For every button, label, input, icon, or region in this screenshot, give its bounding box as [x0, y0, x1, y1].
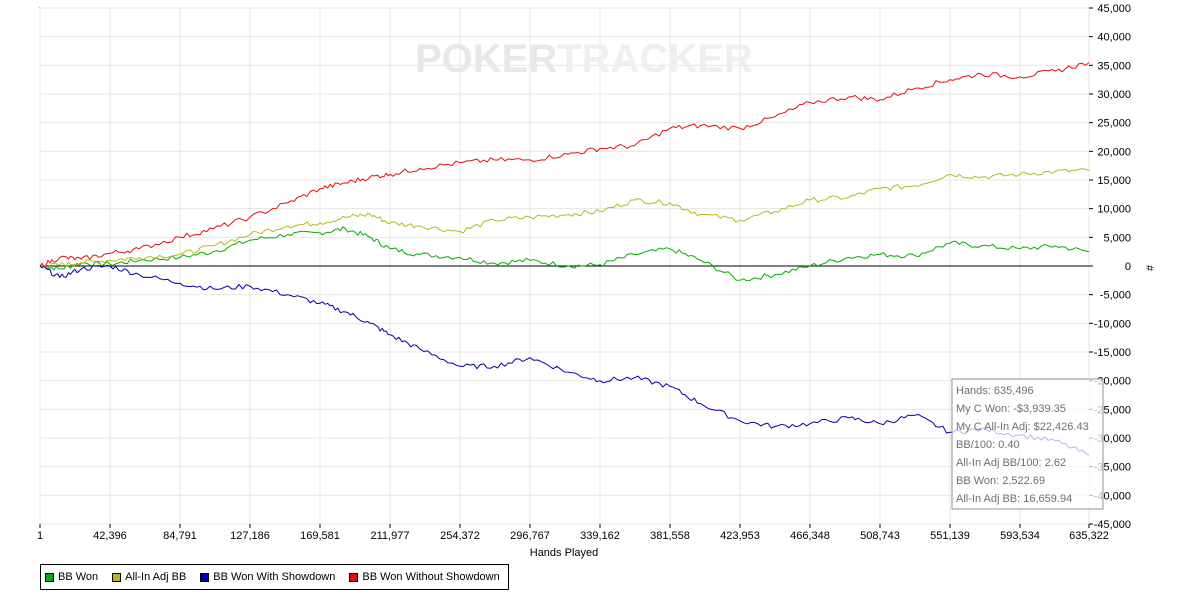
x-tick-label: 466,348: [790, 530, 830, 542]
legend-item-bb-won-without-showdown[interactable]: BB Won Without Showdown: [349, 571, 500, 583]
y-tick-label: 30,000: [1097, 89, 1131, 101]
x-tick-label: 254,372: [440, 530, 480, 542]
series-line-bb-won: [39, 226, 1090, 282]
series-line-all-in-adj-bb: [39, 168, 1090, 269]
y-axis-title: #: [1143, 265, 1155, 272]
legend-swatch-bb-won-without-showdown: [349, 572, 359, 582]
x-tick-label: 42,396: [93, 530, 127, 542]
x-tick-label: 339,162: [580, 530, 620, 542]
y-tick-label: -5,000: [1100, 290, 1131, 302]
x-axis-ticks: 1 42,396 84,791 127,186 169,581 211,977 254,37…: [37, 524, 1109, 542]
x-tick-label: 635,322: [1069, 530, 1109, 542]
stats-hands: Hands: 635,496: [956, 385, 1034, 397]
y-tick-label: 40,000: [1097, 32, 1131, 44]
legend-swatch-bb-won-with-showdown: [200, 572, 210, 582]
legend-label: BB Won Without Showdown: [362, 571, 500, 583]
series-line-bb-won-without-showdown: [39, 62, 1090, 268]
series-layer: [39, 62, 1090, 456]
stats-bb-100: BB/100: 0.40: [956, 439, 1020, 451]
legend-swatch-bb-won: [45, 572, 54, 582]
y-tick-label: 25,000: [1097, 118, 1131, 130]
legend-item-allin-adj-bb[interactable]: All-In Adj BB: [112, 571, 186, 583]
legend: BB Won All-In Adj BB BB Won With Showdow…: [40, 564, 509, 590]
x-tick-label: 1: [37, 530, 43, 542]
x-tick-label: 84,791: [163, 530, 197, 542]
stats-my-c-won: My C Won: -$3,939.35: [956, 403, 1066, 415]
x-tick-label: 211,977: [371, 530, 410, 542]
stats-allin-adj-bb-100: All-In Adj BB/100: 2.62: [956, 457, 1066, 469]
y-tick-label: 15,000: [1097, 175, 1131, 187]
legend-label: BB Won With Showdown: [213, 571, 336, 583]
stats-bb-won: BB Won: 2,522.69: [956, 475, 1045, 487]
x-tick-label: 127,186: [230, 530, 270, 542]
stats-my-c-allin-adj: My C All-In Adj: $22,426.43: [956, 421, 1089, 433]
x-tick-label: 593,534: [1000, 530, 1040, 542]
x-tick-label: 551,139: [930, 530, 970, 542]
stats-box-frame: [951, 378, 1104, 510]
x-tick-label: 508,743: [860, 530, 900, 542]
y-tick-label: 45,000: [1097, 3, 1131, 15]
x-tick-label: 169,581: [300, 530, 340, 542]
x-tick-label: 296,767: [510, 530, 550, 542]
legend-item-bb-won-with-showdown[interactable]: BB Won With Showdown: [200, 571, 335, 583]
y-tick-label: 35,000: [1097, 60, 1131, 72]
y-tick-label: 20,000: [1097, 146, 1131, 158]
watermark-logo: POKERTRACKER: [415, 37, 753, 81]
x-tick-label: 423,953: [720, 530, 760, 542]
legend-label: BB Won: [58, 571, 99, 583]
x-axis-title: Hands Played: [530, 547, 599, 559]
x-tick-label: 381,558: [650, 530, 690, 542]
y-tick-label: -45,000: [1094, 519, 1131, 531]
stats-box: Hands: 635,496 My C Won: -$3,939.35 My C…: [951, 378, 1104, 510]
y-tick-label: -15,000: [1094, 347, 1131, 359]
legend-label: All-In Adj BB: [125, 571, 187, 583]
y-tick-label: -10,000: [1094, 318, 1131, 330]
legend-swatch-allin-adj-bb: [112, 572, 122, 582]
y-tick-label: 0: [1125, 261, 1131, 273]
y-tick-label: 10,000: [1097, 204, 1131, 216]
y-tick-label: 5,000: [1103, 232, 1131, 244]
series-line-bb-won-with-showdown: [39, 264, 1090, 456]
legend-item-bb-won[interactable]: BB Won: [45, 571, 98, 583]
stats-allin-adj-bb: All-In Adj BB: 16,659.94: [956, 493, 1072, 505]
